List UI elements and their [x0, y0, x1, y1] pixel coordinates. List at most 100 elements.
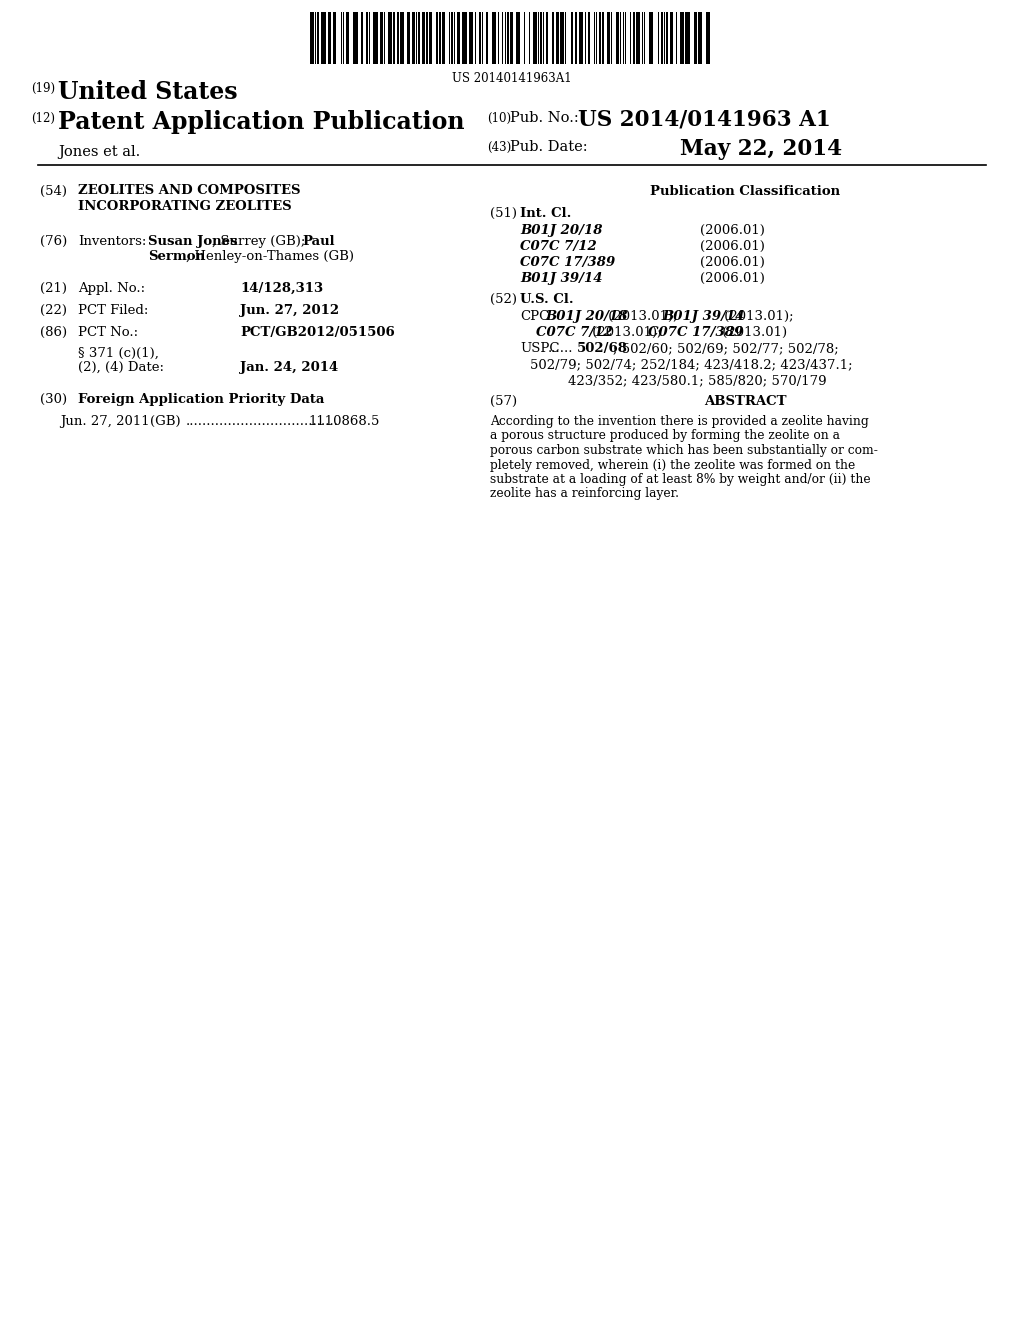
Bar	[457, 12, 460, 63]
Bar	[599, 12, 601, 63]
Text: Publication Classification: Publication Classification	[650, 185, 840, 198]
Text: (51): (51)	[490, 207, 517, 220]
Bar	[328, 12, 331, 63]
Text: PCT/GB2012/051506: PCT/GB2012/051506	[240, 326, 394, 339]
Text: porous carbon substrate which has been substantially or com-: porous carbon substrate which has been s…	[490, 444, 878, 457]
Bar	[436, 12, 438, 63]
Text: U.S. Cl.: U.S. Cl.	[520, 293, 573, 306]
Text: USPC: USPC	[520, 342, 559, 355]
Bar	[602, 12, 604, 63]
Bar	[579, 12, 583, 63]
Bar	[575, 12, 577, 63]
Text: Int. Cl.: Int. Cl.	[520, 207, 571, 220]
Bar	[649, 12, 653, 63]
Bar	[636, 12, 640, 63]
Text: C07C 17/389: C07C 17/389	[648, 326, 743, 339]
Text: (2013.01);: (2013.01);	[588, 326, 666, 339]
Text: (19): (19)	[31, 82, 55, 95]
Bar	[507, 12, 509, 63]
Text: B01J 20/18: B01J 20/18	[520, 224, 602, 238]
Text: (2), (4) Date:: (2), (4) Date:	[78, 360, 164, 374]
Text: C07C 7/12: C07C 7/12	[520, 240, 597, 253]
Text: (2006.01): (2006.01)	[700, 272, 765, 285]
Text: Susan Jones: Susan Jones	[148, 235, 238, 248]
Text: Pub. No.:: Pub. No.:	[510, 111, 579, 125]
Text: C07C 7/12: C07C 7/12	[536, 326, 612, 339]
Bar	[346, 12, 349, 63]
Text: (86): (86)	[40, 326, 68, 339]
Text: Jun. 27, 2012: Jun. 27, 2012	[240, 304, 339, 317]
Bar	[310, 12, 314, 63]
Text: US 2014/0141963 A1: US 2014/0141963 A1	[578, 110, 830, 131]
Bar	[588, 12, 590, 63]
Bar	[429, 12, 432, 63]
Text: Jan. 24, 2014: Jan. 24, 2014	[240, 360, 338, 374]
Text: ....................................: ....................................	[186, 414, 339, 428]
Text: (2013.01);: (2013.01);	[720, 310, 794, 323]
Bar	[607, 12, 610, 63]
Bar	[361, 12, 362, 63]
Text: zeolite has a reinforcing layer.: zeolite has a reinforcing layer.	[490, 487, 679, 500]
Text: Pub. Date:: Pub. Date:	[510, 140, 588, 154]
Bar	[516, 12, 520, 63]
Bar	[685, 12, 690, 63]
Text: (2013.01);: (2013.01);	[604, 310, 682, 323]
Bar	[407, 12, 410, 63]
Bar	[680, 12, 684, 63]
Bar	[534, 12, 537, 63]
Text: (22): (22)	[40, 304, 67, 317]
Text: Jones et al.: Jones et al.	[58, 145, 140, 158]
Text: Inventors:: Inventors:	[78, 235, 146, 248]
Bar	[366, 12, 368, 63]
Bar	[662, 12, 663, 63]
Bar	[469, 12, 473, 63]
Text: a porous structure produced by forming the zeolite on a: a porous structure produced by forming t…	[490, 429, 840, 442]
Bar	[422, 12, 425, 63]
Text: , Surrey (GB);: , Surrey (GB);	[212, 235, 305, 248]
Bar	[451, 12, 453, 63]
Text: substrate at a loading of at least 8% by weight and/or (ii) the: substrate at a loading of at least 8% by…	[490, 473, 870, 486]
Text: B01J 39/14: B01J 39/14	[662, 310, 744, 323]
Text: (43): (43)	[487, 141, 511, 154]
Text: (2006.01): (2006.01)	[700, 224, 765, 238]
Text: (76): (76)	[40, 235, 68, 248]
Text: May 22, 2014: May 22, 2014	[680, 139, 842, 160]
Text: 502/79; 502/74; 252/184; 423/418.2; 423/437.1;: 502/79; 502/74; 252/184; 423/418.2; 423/…	[530, 358, 853, 371]
Text: Jun. 27, 2011: Jun. 27, 2011	[60, 414, 150, 428]
Bar	[552, 12, 554, 63]
Text: (54): (54)	[40, 185, 67, 198]
Bar	[353, 12, 358, 63]
Text: ZEOLITES AND COMPOSITES: ZEOLITES AND COMPOSITES	[78, 183, 300, 197]
Bar	[670, 12, 673, 63]
Text: (12): (12)	[31, 112, 55, 125]
Bar	[510, 12, 513, 63]
Bar	[694, 12, 697, 63]
Text: 1110868.5: 1110868.5	[308, 414, 379, 428]
Bar	[400, 12, 404, 63]
Bar	[556, 12, 559, 63]
Text: pletely removed, wherein (i) the zeolite was formed on the: pletely removed, wherein (i) the zeolite…	[490, 458, 855, 471]
Text: 502/68: 502/68	[577, 342, 628, 355]
Bar	[412, 12, 415, 63]
Text: Foreign Application Priority Data: Foreign Application Priority Data	[78, 393, 325, 407]
Bar	[373, 12, 378, 63]
Text: (10): (10)	[487, 112, 511, 125]
Text: B01J 20/18: B01J 20/18	[545, 310, 628, 323]
Text: 14/128,313: 14/128,313	[240, 282, 324, 294]
Bar	[486, 12, 488, 63]
Bar	[442, 12, 445, 63]
Text: (52): (52)	[490, 293, 517, 306]
Bar	[462, 12, 467, 63]
Bar	[397, 12, 399, 63]
Bar	[388, 12, 392, 63]
Text: C07C 17/389: C07C 17/389	[520, 256, 615, 269]
Bar	[333, 12, 336, 63]
Bar	[321, 12, 326, 63]
Text: (57): (57)	[490, 395, 517, 408]
Bar	[706, 12, 710, 63]
Text: § 371 (c)(1),: § 371 (c)(1),	[78, 347, 159, 360]
Bar	[698, 12, 702, 63]
Bar	[546, 12, 548, 63]
Bar	[560, 12, 564, 63]
Text: CPC: CPC	[520, 310, 549, 323]
